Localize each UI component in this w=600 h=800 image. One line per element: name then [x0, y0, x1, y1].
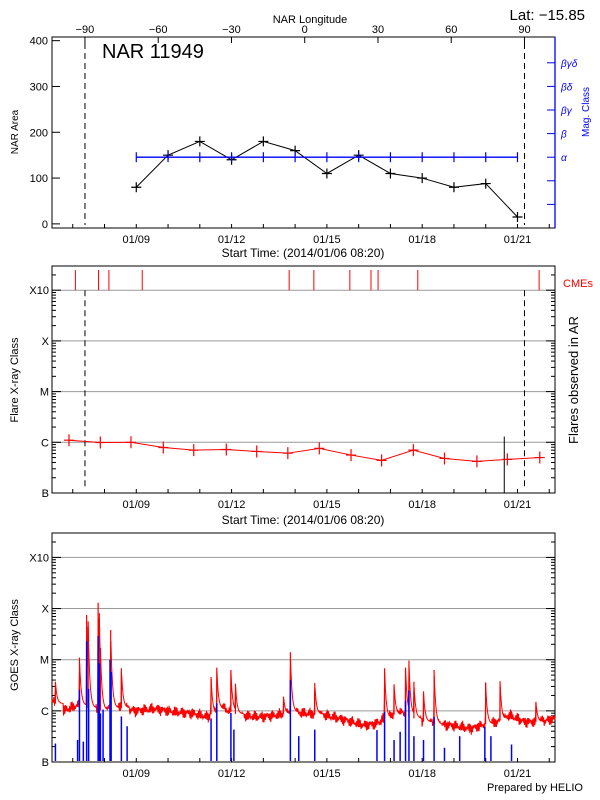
- longitude-tick-label: 90: [518, 24, 530, 36]
- longitude-tick-label: −30: [222, 24, 241, 36]
- y-tick-label: X: [42, 604, 50, 616]
- y-tick-label: B: [42, 488, 49, 500]
- area-data-point: [417, 173, 428, 184]
- area-data-point: [194, 136, 205, 147]
- x-tick-label: 01/12: [218, 234, 246, 246]
- mag-class-tick-label: βδ: [560, 82, 573, 93]
- y-tick-label: C: [41, 706, 49, 718]
- x-tick-label: 01/09: [123, 499, 151, 511]
- credit-label: Prepared by HELIO: [487, 782, 583, 794]
- area-data-point: [258, 136, 269, 147]
- area-data-point: [512, 212, 523, 223]
- flare-data-point: [282, 447, 293, 460]
- x-tick-label: 01/12: [218, 768, 246, 780]
- flare-data-point: [502, 453, 513, 466]
- flare-data-point: [439, 452, 450, 465]
- y-tick-label: 300: [30, 81, 48, 93]
- flare-data-point: [314, 442, 325, 455]
- area-data-point: [131, 182, 142, 193]
- x-tick-label: 01/15: [313, 499, 341, 511]
- cme-label: CMEs: [563, 278, 593, 290]
- mag-class-tick-label: α: [561, 153, 567, 164]
- flares-observed-label: Flares observed in AR: [566, 316, 581, 444]
- x-tick-label: 01/15: [313, 768, 341, 780]
- area-data-point: [385, 168, 396, 179]
- y-tick-label: X10: [29, 552, 49, 564]
- flare-data-point: [221, 443, 232, 456]
- flare-data-point: [63, 434, 74, 447]
- latitude-label: Lat: −15.85: [510, 7, 585, 24]
- mag-class-axis-label: Mag. Class: [581, 87, 592, 137]
- longitude-tick-label: 0: [302, 24, 308, 36]
- panel1-xlabel: Start Time: (2014/01/06 08:20): [222, 246, 385, 260]
- area-axis-label: NAR Area: [10, 109, 21, 154]
- region-title: NAR 11949: [102, 41, 204, 63]
- mag-class-tick-label: β: [560, 130, 567, 141]
- y-tick-label: 400: [30, 36, 48, 48]
- x-tick-label: 01/21: [504, 234, 532, 246]
- y-tick-label: M: [40, 387, 49, 399]
- mag-class-tick-label: βγ: [560, 106, 573, 117]
- flare-data-point: [471, 455, 482, 468]
- y-tick-label: 0: [42, 219, 48, 231]
- flare-data-point: [158, 441, 169, 454]
- y-tick-label: 200: [30, 127, 48, 139]
- x-tick-label: 01/21: [504, 768, 532, 780]
- y-tick-label: X: [42, 336, 50, 348]
- goes-class-axis-label: GOES X-ray Class: [9, 599, 21, 691]
- y-tick-label: M: [40, 655, 49, 667]
- flare-data-point: [125, 436, 136, 449]
- flare-data-point: [376, 454, 387, 467]
- x-tick-label: 01/18: [408, 499, 436, 511]
- plot-frame: [51, 532, 556, 763]
- y-tick-label: X10: [29, 285, 49, 297]
- y-tick-label: B: [42, 757, 49, 769]
- flare-class-series-line: [68, 439, 540, 462]
- flare-data-point: [95, 436, 106, 449]
- longitude-tick-label: 30: [372, 24, 384, 36]
- x-tick-label: 01/15: [313, 234, 341, 246]
- mag-class-tick-label: βγδ: [560, 59, 578, 70]
- y-tick-label: C: [41, 437, 49, 449]
- area-data-point: [448, 182, 459, 193]
- plot-frame: [51, 265, 556, 494]
- longitude-tick-label: 60: [445, 24, 457, 36]
- x-tick-label: 01/09: [123, 768, 151, 780]
- plot-frame: [51, 36, 556, 229]
- x-tick-label: 01/21: [504, 499, 532, 511]
- longitude-tick-label: −60: [149, 24, 168, 36]
- x-tick-label: 01/18: [408, 768, 436, 780]
- x-tick-label: 01/12: [218, 499, 246, 511]
- flare-class-axis-label: Flare X-ray Class: [9, 337, 21, 422]
- x-tick-label: 01/18: [408, 234, 436, 246]
- x-tick-label: 01/09: [123, 234, 151, 246]
- flare-data-point: [408, 444, 419, 457]
- area-data-point: [321, 168, 332, 179]
- longitude-tick-label: −90: [76, 24, 95, 36]
- flare-data-point: [251, 445, 262, 458]
- flare-data-point: [346, 449, 357, 462]
- area-data-point: [480, 178, 491, 189]
- panel2-xlabel: Start Time: (2014/01/06 08:20): [222, 513, 385, 527]
- goes-long-channel-line: [51, 617, 556, 735]
- flare-data-point: [188, 444, 199, 457]
- y-tick-label: 100: [30, 173, 48, 185]
- longitude-axis-label: NAR Longitude: [273, 14, 348, 26]
- flare-data-point: [534, 451, 545, 464]
